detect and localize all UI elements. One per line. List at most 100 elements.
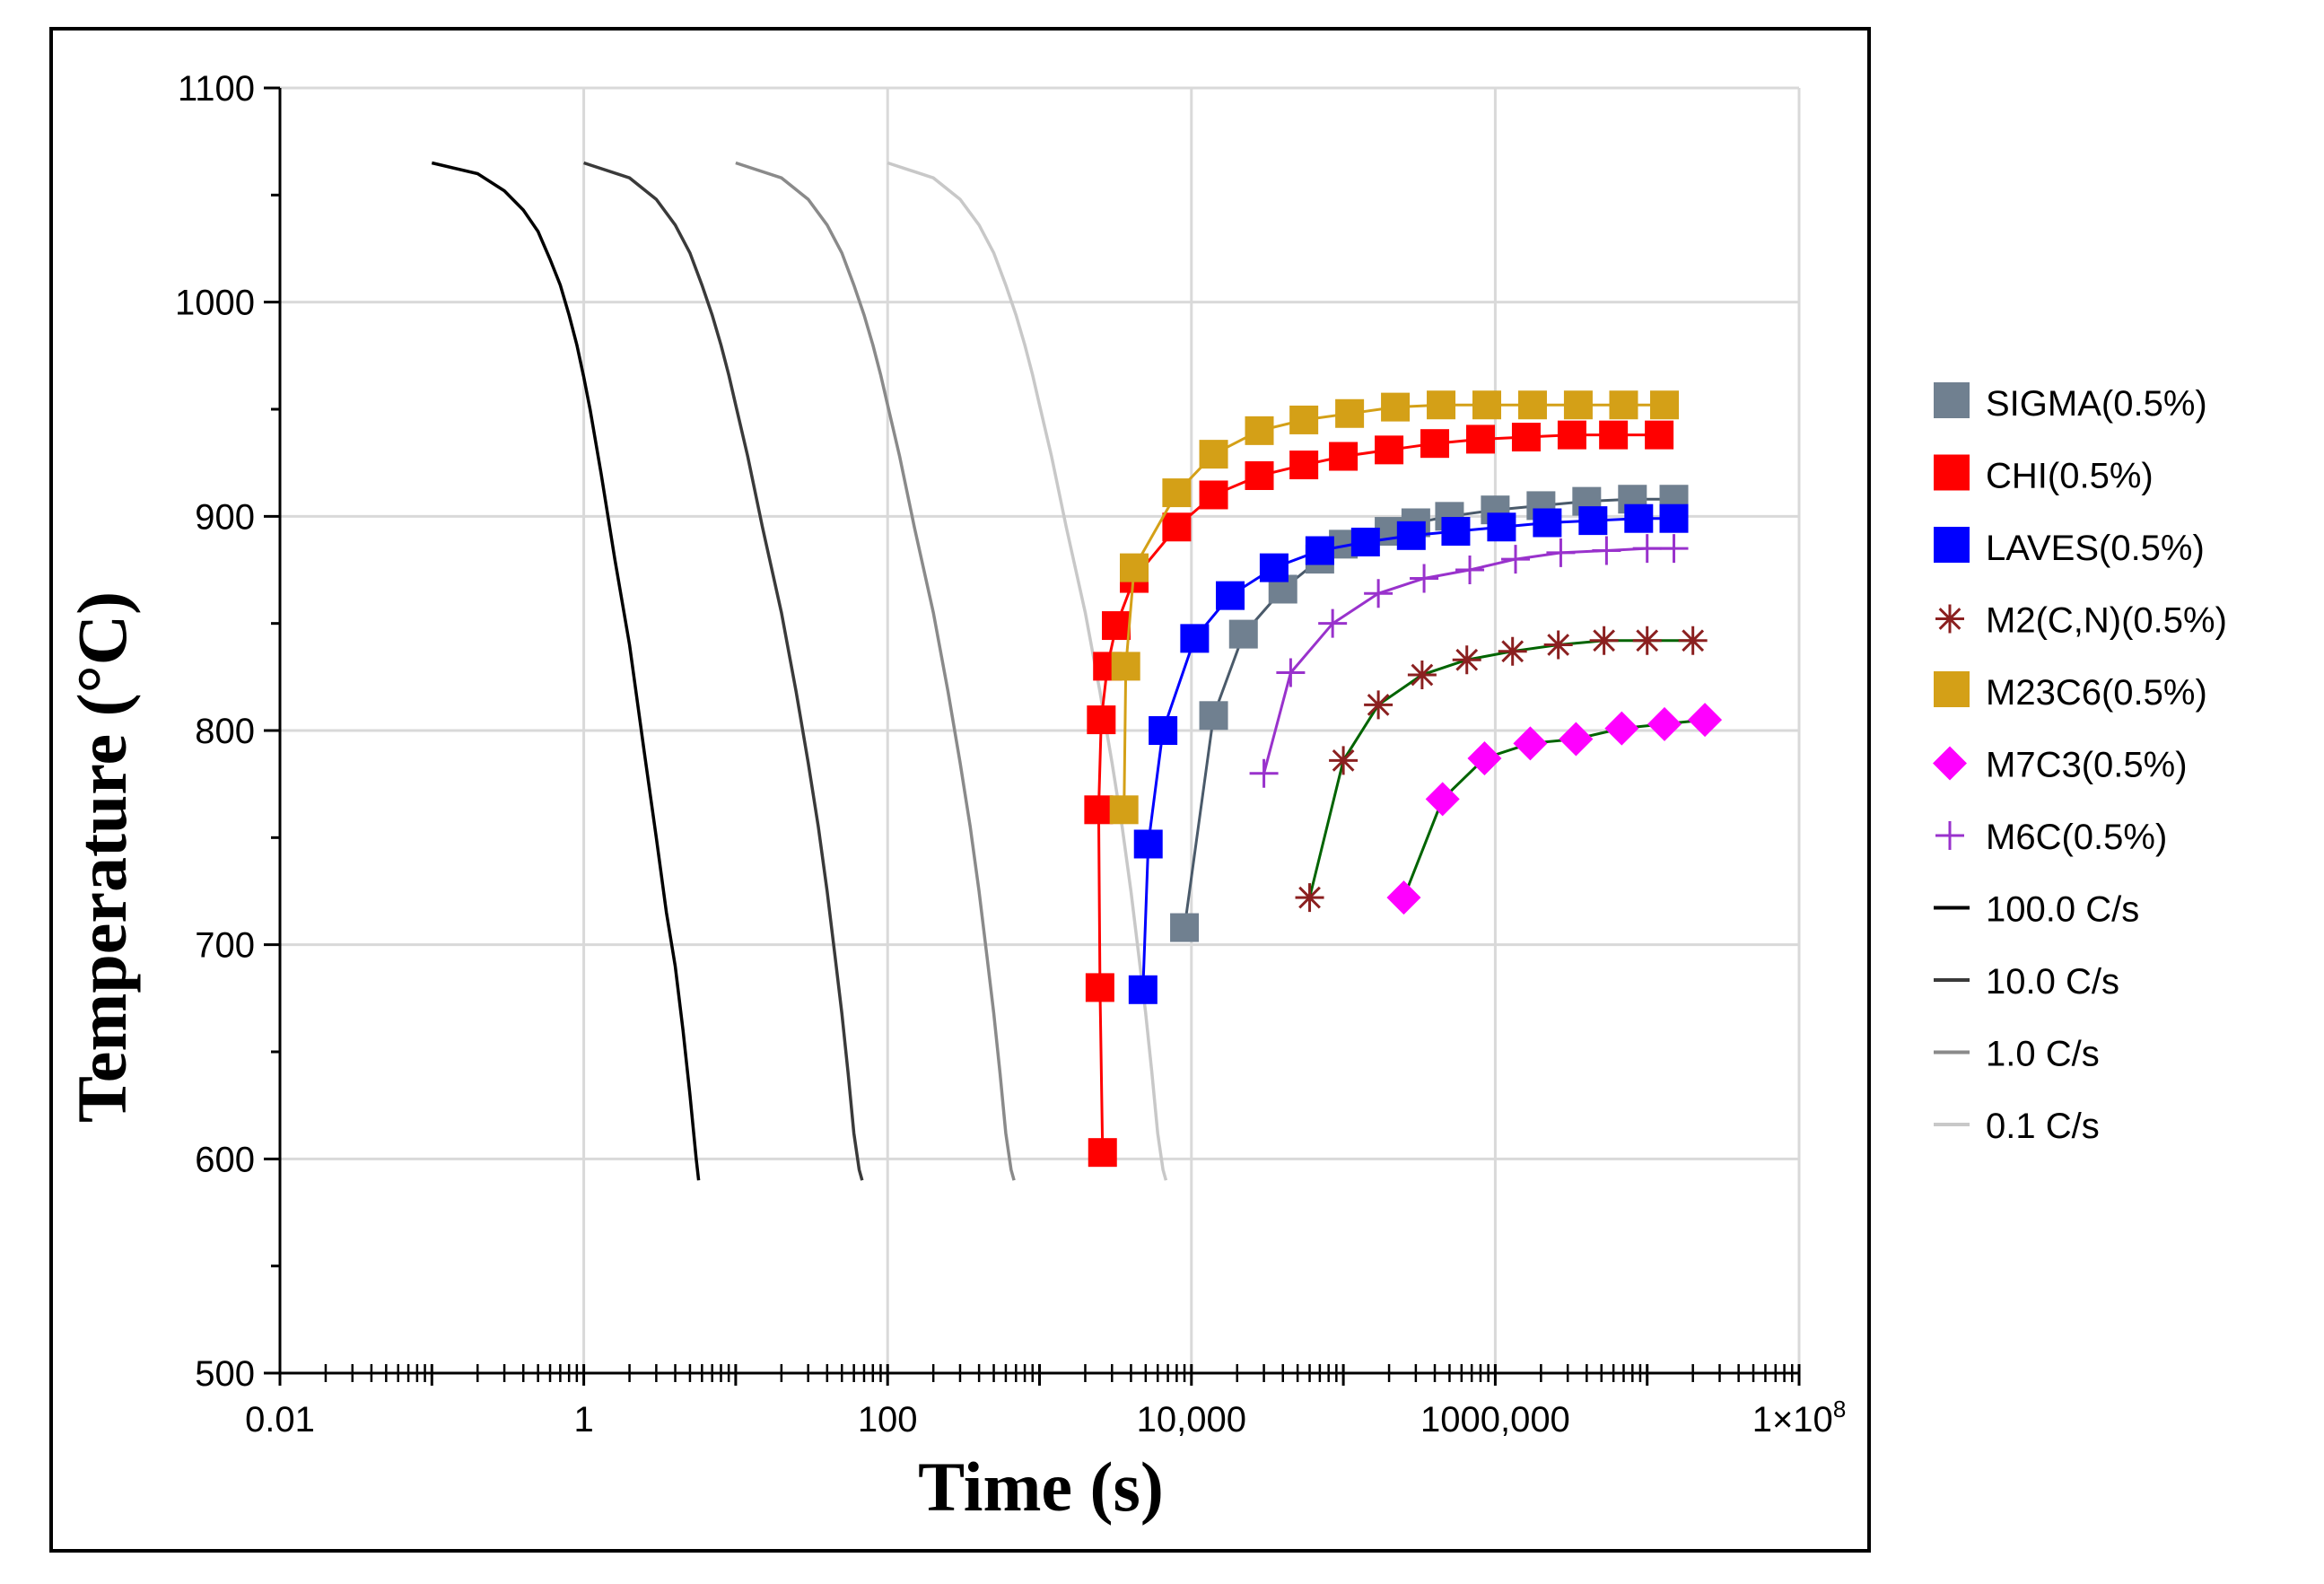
legend-label: CHI(0.5%) [1986, 457, 2154, 496]
data-point [1085, 973, 1114, 1002]
legend-swatch [1934, 671, 1970, 707]
data-point [1088, 1138, 1117, 1168]
y-tick-label: 600 [195, 1140, 255, 1179]
legend-label: SIGMA(0.5%) [1986, 384, 2207, 424]
data-point [1245, 416, 1274, 445]
data-point [1364, 579, 1394, 608]
data-point [1180, 624, 1210, 653]
series-group [1386, 703, 1723, 915]
data-point [1452, 645, 1481, 675]
data-point [1441, 517, 1471, 547]
data-point [1533, 508, 1562, 538]
data-point [1559, 722, 1594, 757]
series-group [1295, 626, 1708, 913]
data-point [1329, 746, 1359, 775]
data-point [1375, 435, 1404, 465]
data-point [1162, 478, 1192, 508]
y-tick-label: 1000 [175, 284, 255, 323]
legend-item: 100.0 C/s [1934, 890, 2139, 930]
legend-label: LAVES(0.5%) [1986, 529, 2205, 568]
legend-item: SIGMA(0.5%) [1934, 382, 2207, 424]
legend-item: M2(C,N)(0.5%) [1935, 601, 2227, 641]
cooling-curve-line [583, 161, 864, 1181]
x-tick-label: 10,000 [1137, 1400, 1246, 1440]
x-tick-label: 100 [858, 1400, 918, 1440]
legend-swatch [1934, 382, 1970, 418]
data-point [1563, 390, 1593, 420]
data-point [1604, 711, 1639, 746]
legend: SIGMA(0.5%) CHI(0.5%) LAVES(0.5%) M2(C,N)(0… [1933, 382, 2227, 1146]
data-point [1329, 442, 1359, 471]
data-point [1128, 975, 1158, 1004]
data-point [1659, 534, 1689, 564]
data-point [1133, 829, 1163, 859]
data-point [1410, 564, 1439, 593]
data-point [1396, 521, 1426, 550]
data-point [1487, 512, 1516, 542]
data-point [1084, 795, 1114, 825]
data-point [1245, 460, 1274, 490]
data-point [1111, 652, 1140, 681]
data-point [1557, 420, 1586, 450]
data-point [1350, 527, 1380, 556]
data-point [1632, 534, 1662, 564]
data-point [1420, 429, 1450, 459]
data-point [1381, 392, 1411, 422]
legend-item: 1.0 C/s [1934, 1035, 2100, 1074]
legend-label: 0.1 C/s [1986, 1107, 2100, 1146]
data-point [1645, 420, 1674, 450]
y-tick-label: 500 [195, 1354, 255, 1394]
data-point [1589, 626, 1619, 655]
cooling-curve-line [431, 161, 701, 1181]
data-point [1364, 690, 1394, 720]
data-point [1543, 630, 1573, 660]
legend-swatch [1935, 821, 1964, 850]
x-tick-label: 1 [573, 1400, 593, 1440]
legend-label: M7C3(0.5%) [1986, 746, 2188, 785]
data-point [1578, 506, 1608, 536]
data-point [1199, 440, 1228, 469]
data-point [1688, 703, 1723, 738]
data-point [1649, 390, 1679, 420]
cooling-curve-line [887, 161, 1168, 1181]
legend-swatch [1933, 746, 1967, 781]
y-tick-label: 800 [195, 712, 255, 751]
series-group [1128, 503, 1689, 1004]
data-point [1465, 424, 1495, 454]
series-line [1308, 639, 1693, 898]
x-axis-title: Time (s) [918, 1448, 1164, 1526]
chart-frame [49, 27, 1871, 1553]
series-line [1183, 497, 1674, 928]
data-point [1659, 503, 1689, 533]
data-point [1517, 390, 1547, 420]
legend-swatch [1934, 527, 1970, 563]
cooling-curves [431, 161, 1168, 1181]
data-point [1289, 451, 1319, 480]
data-point [1632, 626, 1662, 655]
data-point [1276, 658, 1306, 687]
data-point [1228, 619, 1258, 649]
data-point [1295, 883, 1324, 913]
data-point [1087, 705, 1116, 735]
data-point [1149, 716, 1178, 745]
data-point [1289, 405, 1319, 434]
data-point [1120, 553, 1149, 582]
data-point [1427, 390, 1456, 420]
data-point [1109, 795, 1139, 825]
legend-label: M6C(0.5%) [1986, 818, 2167, 857]
data-point [1199, 701, 1228, 731]
legend-item: M23C6(0.5%) [1934, 671, 2207, 713]
legend-item: M6C(0.5%) [1935, 818, 2167, 857]
data-point [1318, 608, 1348, 638]
data-point [1647, 706, 1682, 741]
data-point [1102, 611, 1131, 641]
data-point [1425, 782, 1460, 817]
legend-item: 0.1 C/s [1934, 1107, 2100, 1146]
data-point [1259, 553, 1289, 582]
data-point [1216, 581, 1245, 610]
x-tick-label: 1×108 [1752, 1396, 1847, 1440]
series-group [1249, 534, 1689, 788]
data-point [1498, 636, 1527, 666]
